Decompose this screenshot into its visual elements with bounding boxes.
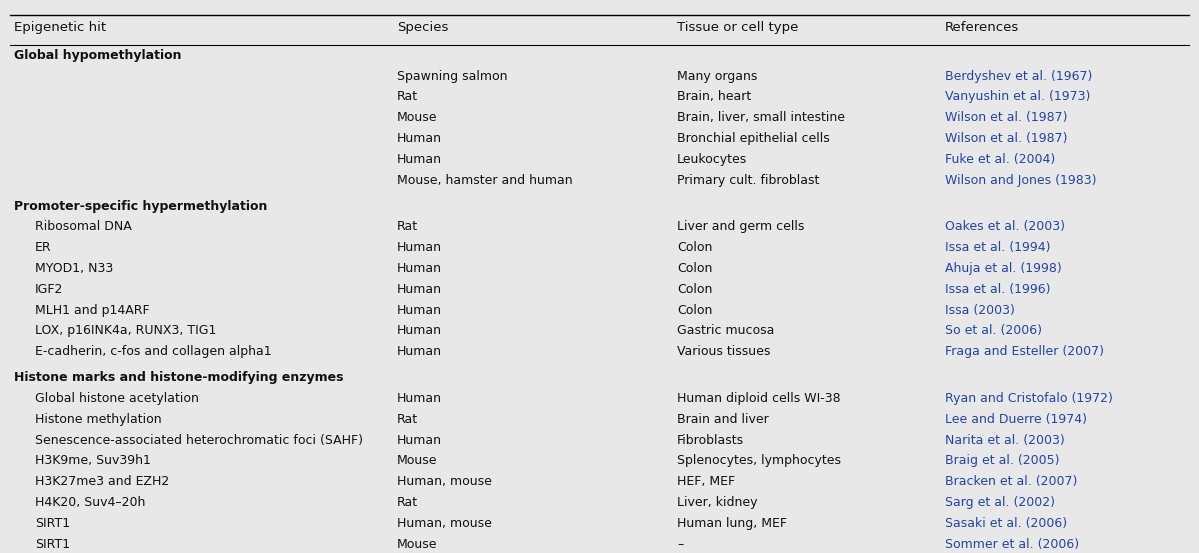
Text: Lee and Duerre (1974): Lee and Duerre (1974) — [945, 413, 1086, 426]
Text: Human, mouse: Human, mouse — [397, 475, 492, 488]
Text: Sarg et al. (2002): Sarg et al. (2002) — [945, 496, 1055, 509]
Text: Ahuja et al. (1998): Ahuja et al. (1998) — [945, 262, 1061, 275]
Text: Splenocytes, lymphocytes: Splenocytes, lymphocytes — [677, 455, 840, 467]
Text: Mouse: Mouse — [397, 455, 438, 467]
Text: Liver and germ cells: Liver and germ cells — [677, 221, 805, 233]
Text: ER: ER — [35, 241, 52, 254]
Text: Human: Human — [397, 283, 442, 296]
Text: Colon: Colon — [677, 241, 712, 254]
Text: Ryan and Cristofalo (1972): Ryan and Cristofalo (1972) — [945, 392, 1113, 405]
Text: Human diploid cells WI-38: Human diploid cells WI-38 — [677, 392, 840, 405]
Text: Vanyushin et al. (1973): Vanyushin et al. (1973) — [945, 90, 1090, 103]
Text: Issa et al. (1996): Issa et al. (1996) — [945, 283, 1050, 296]
Text: Various tissues: Various tissues — [677, 345, 770, 358]
Text: Brain, liver, small intestine: Brain, liver, small intestine — [677, 111, 845, 124]
Text: H4K20, Suv4–20h: H4K20, Suv4–20h — [35, 496, 145, 509]
Text: Primary cult. fibroblast: Primary cult. fibroblast — [677, 174, 819, 186]
Text: Promoter-specific hypermethylation: Promoter-specific hypermethylation — [13, 200, 267, 212]
Text: Colon: Colon — [677, 262, 712, 275]
Text: Many organs: Many organs — [677, 70, 758, 82]
Text: Leukocytes: Leukocytes — [677, 153, 747, 166]
Text: HEF, MEF: HEF, MEF — [677, 475, 735, 488]
Text: Wilson et al. (1987): Wilson et al. (1987) — [945, 111, 1067, 124]
Text: Liver, kidney: Liver, kidney — [677, 496, 758, 509]
Text: Berdyshev et al. (1967): Berdyshev et al. (1967) — [945, 70, 1092, 82]
Text: Human: Human — [397, 153, 442, 166]
Text: SIRT1: SIRT1 — [35, 517, 71, 530]
Text: Bronchial epithelial cells: Bronchial epithelial cells — [677, 132, 830, 145]
Text: –: – — [677, 538, 683, 551]
Text: Braig et al. (2005): Braig et al. (2005) — [945, 455, 1059, 467]
Text: E-cadherin, c-fos and collagen alpha1: E-cadherin, c-fos and collagen alpha1 — [35, 345, 272, 358]
Text: Mouse: Mouse — [397, 538, 438, 551]
Text: Senescence-associated heterochromatic foci (SAHF): Senescence-associated heterochromatic fo… — [35, 434, 363, 447]
Text: Rat: Rat — [397, 413, 418, 426]
Text: Issa (2003): Issa (2003) — [945, 304, 1014, 316]
Text: Human: Human — [397, 434, 442, 447]
Text: Brain, heart: Brain, heart — [677, 90, 751, 103]
Text: H3K9me, Suv39h1: H3K9me, Suv39h1 — [35, 455, 151, 467]
Text: Colon: Colon — [677, 304, 712, 316]
Text: Gastric mucosa: Gastric mucosa — [677, 325, 775, 337]
Text: SIRT1: SIRT1 — [35, 538, 71, 551]
Text: Rat: Rat — [397, 496, 418, 509]
Text: Wilson and Jones (1983): Wilson and Jones (1983) — [945, 174, 1096, 186]
Text: Brain and liver: Brain and liver — [677, 413, 769, 426]
Text: MLH1 and p14ARF: MLH1 and p14ARF — [35, 304, 150, 316]
Text: Species: Species — [397, 22, 448, 34]
Text: Rat: Rat — [397, 221, 418, 233]
Text: Epigenetic hit: Epigenetic hit — [13, 22, 106, 34]
Text: Human: Human — [397, 132, 442, 145]
Text: Tissue or cell type: Tissue or cell type — [677, 22, 799, 34]
Text: Histone methylation: Histone methylation — [35, 413, 162, 426]
Text: Fraga and Esteller (2007): Fraga and Esteller (2007) — [945, 345, 1104, 358]
Text: Human: Human — [397, 392, 442, 405]
Text: Human, mouse: Human, mouse — [397, 517, 492, 530]
Text: MYOD1, N33: MYOD1, N33 — [35, 262, 114, 275]
Text: Colon: Colon — [677, 283, 712, 296]
Text: Human: Human — [397, 304, 442, 316]
Text: Spawning salmon: Spawning salmon — [397, 70, 507, 82]
Text: Rat: Rat — [397, 90, 418, 103]
Text: Global hypomethylation: Global hypomethylation — [13, 49, 181, 62]
Text: IGF2: IGF2 — [35, 283, 64, 296]
Text: Human lung, MEF: Human lung, MEF — [677, 517, 787, 530]
Text: So et al. (2006): So et al. (2006) — [945, 325, 1042, 337]
Text: Issa et al. (1994): Issa et al. (1994) — [945, 241, 1050, 254]
Text: Mouse: Mouse — [397, 111, 438, 124]
Text: Oakes et al. (2003): Oakes et al. (2003) — [945, 221, 1065, 233]
Text: Narita et al. (2003): Narita et al. (2003) — [945, 434, 1065, 447]
Text: Human: Human — [397, 345, 442, 358]
Text: Human: Human — [397, 241, 442, 254]
Text: LOX, p16INK4a, RUNX3, TIG1: LOX, p16INK4a, RUNX3, TIG1 — [35, 325, 217, 337]
Text: Wilson et al. (1987): Wilson et al. (1987) — [945, 132, 1067, 145]
Text: Human: Human — [397, 325, 442, 337]
Text: Sasaki et al. (2006): Sasaki et al. (2006) — [945, 517, 1067, 530]
Text: Global histone acetylation: Global histone acetylation — [35, 392, 199, 405]
Text: Mouse, hamster and human: Mouse, hamster and human — [397, 174, 573, 186]
Text: Fibroblasts: Fibroblasts — [677, 434, 745, 447]
Text: Fuke et al. (2004): Fuke et al. (2004) — [945, 153, 1055, 166]
Text: Human: Human — [397, 262, 442, 275]
Text: Sommer et al. (2006): Sommer et al. (2006) — [945, 538, 1079, 551]
Text: Ribosomal DNA: Ribosomal DNA — [35, 221, 132, 233]
Text: H3K27me3 and EZH2: H3K27me3 and EZH2 — [35, 475, 169, 488]
Text: Bracken et al. (2007): Bracken et al. (2007) — [945, 475, 1077, 488]
Text: References: References — [945, 22, 1019, 34]
Text: Histone marks and histone-modifying enzymes: Histone marks and histone-modifying enzy… — [13, 371, 343, 384]
